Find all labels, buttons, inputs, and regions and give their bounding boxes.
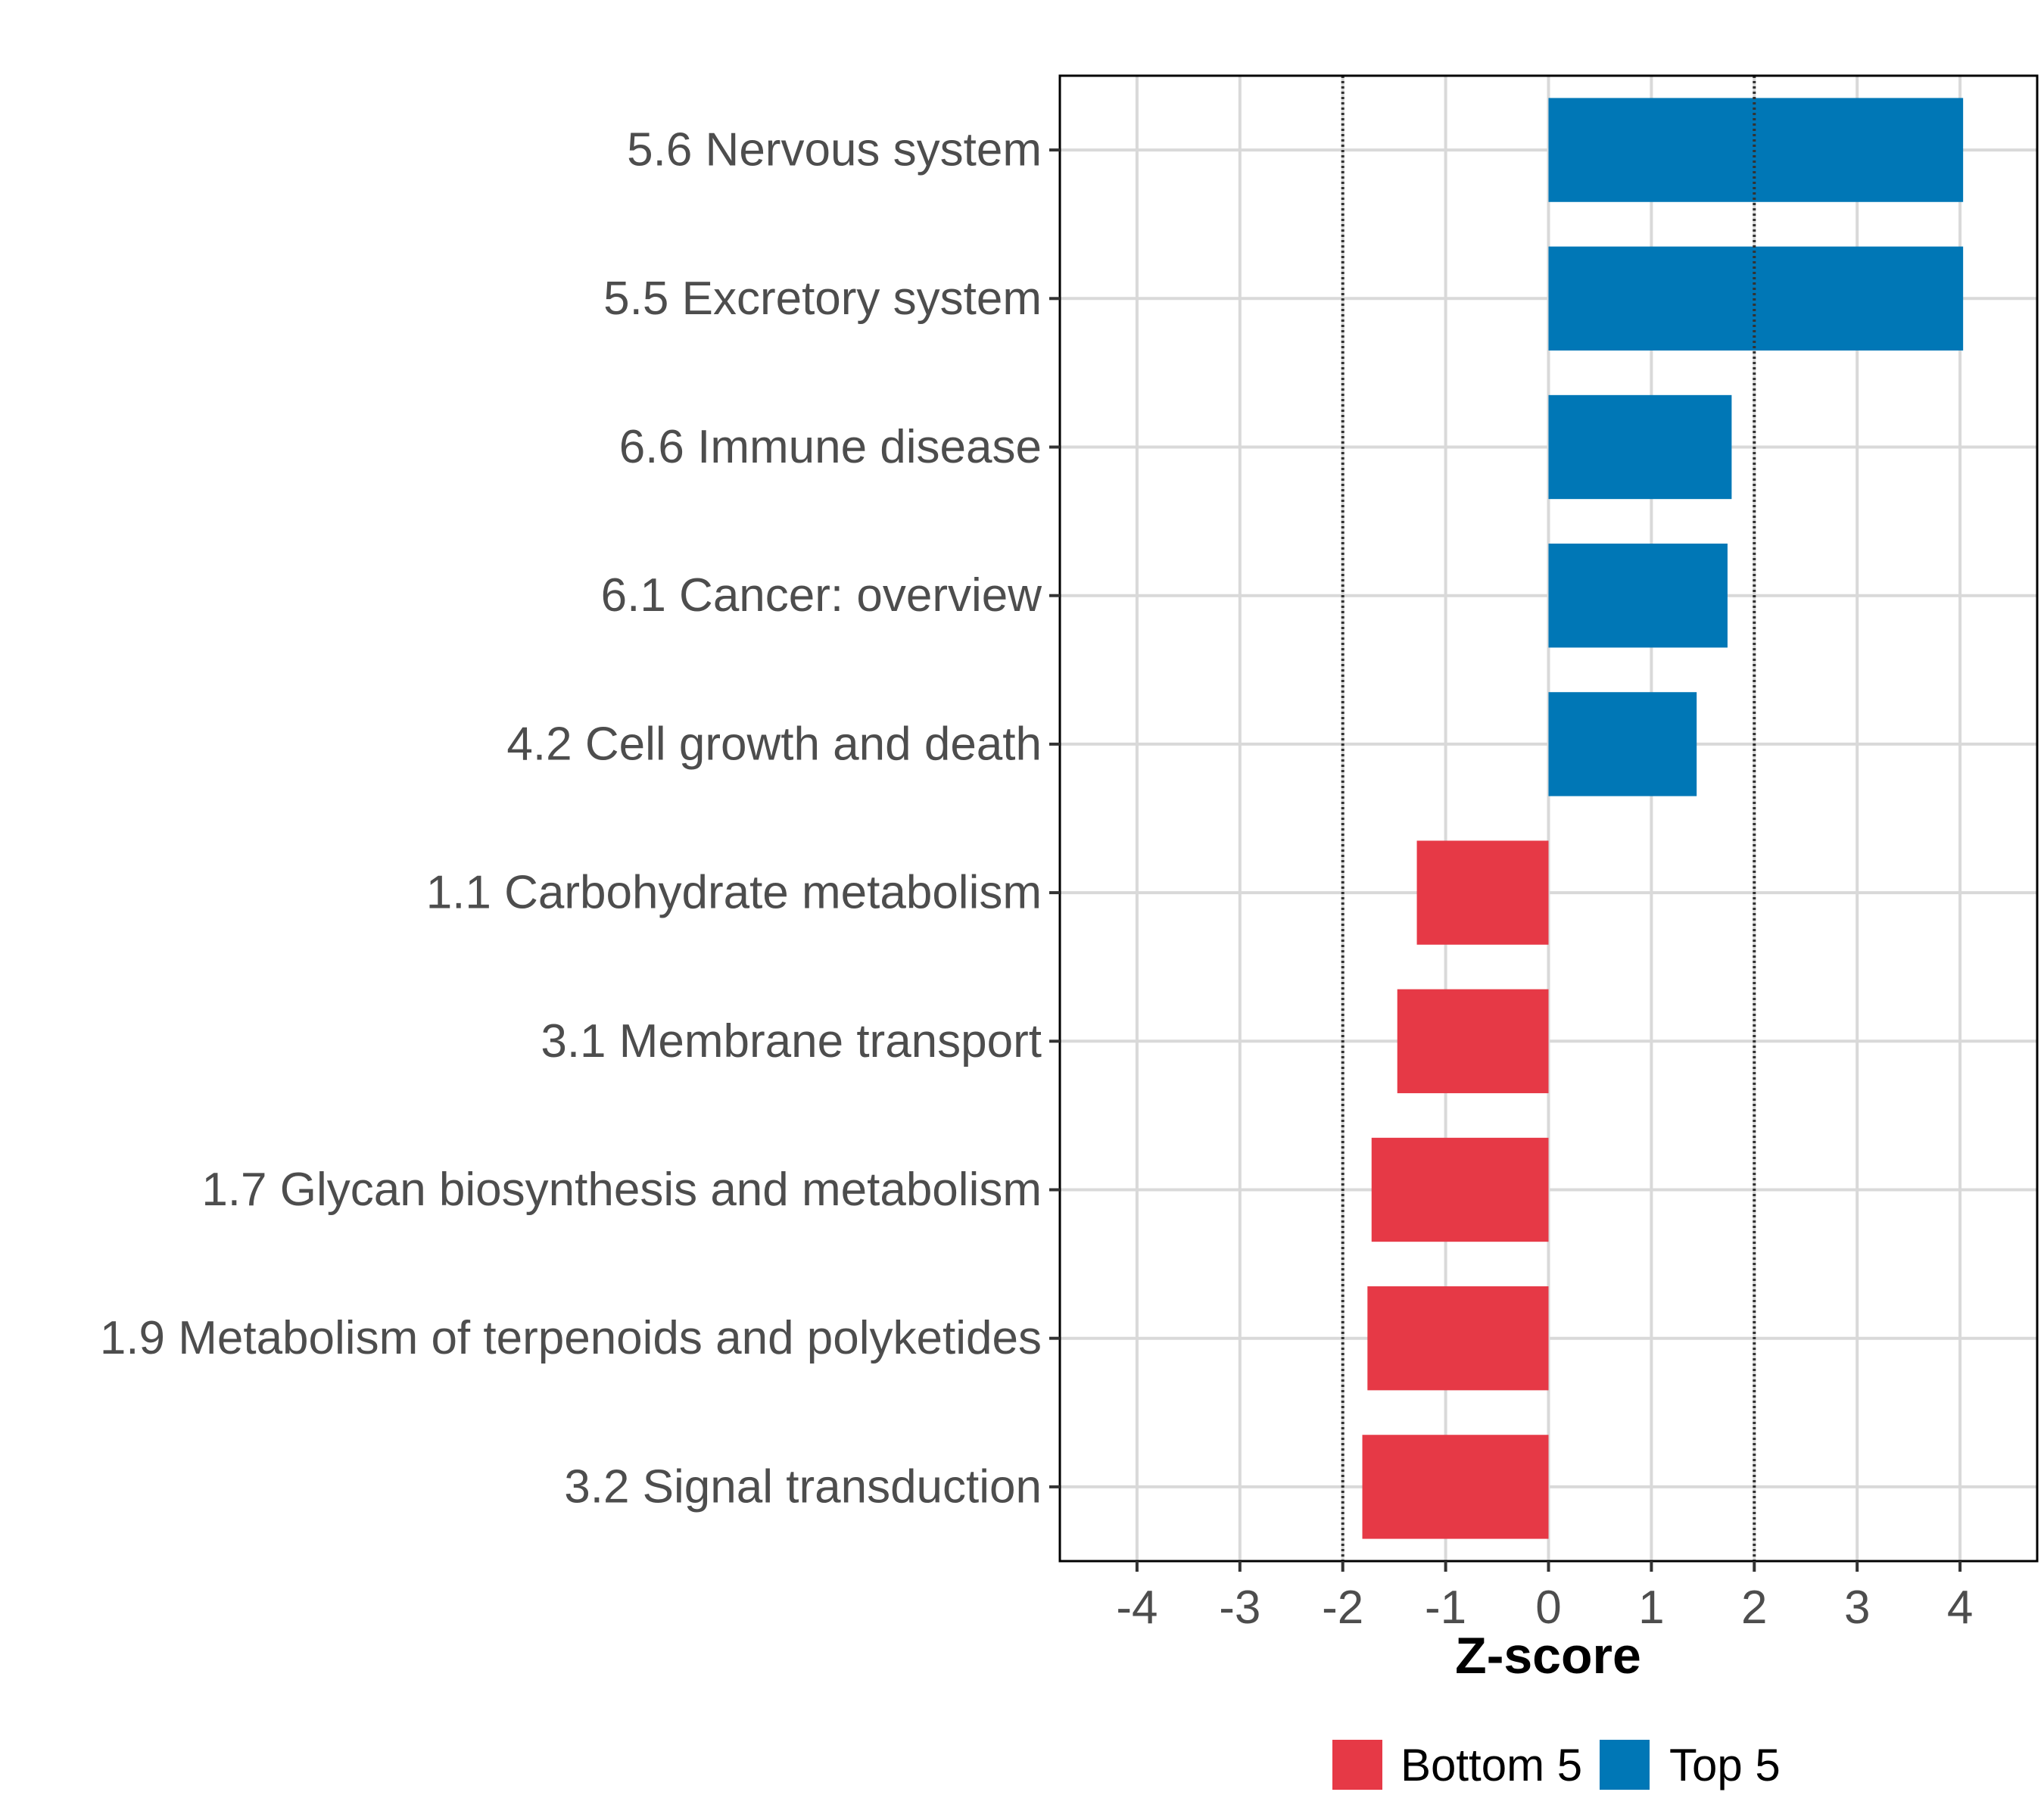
y-tick-label: 1.9 Metabolism of terpenoids and polyket…: [100, 1312, 1042, 1364]
reference-lines: [1341, 76, 1756, 1561]
y-tick-label: 1.1 Carbohydrate metabolism: [426, 867, 1042, 919]
x-axis-ticks: [1135, 1561, 1962, 1572]
y-tick-label: 5.6 Nervous system: [627, 124, 1042, 176]
bar-6-6-immune-disease: [1548, 394, 1732, 500]
x-tick-label: -4: [1116, 1582, 1158, 1634]
bar-1-9-metabolism-of-terpenoids-and-polyketides: [1367, 1286, 1549, 1391]
bar-3-1-membrane-transport: [1397, 989, 1549, 1093]
legend-swatch-bottom-5: [1332, 1740, 1382, 1790]
y-axis-labels: 5.6 Nervous system 5.5 Excretory system 6.…: [100, 124, 1042, 1513]
x-tick-label: 4: [1947, 1582, 1973, 1634]
x-tick-label: 3: [1844, 1582, 1870, 1634]
y-tick-label: 5.5 Excretory system: [603, 273, 1042, 325]
x-tick-label: 2: [1741, 1582, 1767, 1634]
bars: [1362, 98, 1964, 1539]
bar-3-2-signal-transduction: [1362, 1435, 1549, 1539]
y-tick-label: 3.1 Membrane transport: [541, 1015, 1042, 1067]
legend-swatch-top-5: [1600, 1740, 1650, 1790]
x-axis-title: Z-score: [1455, 1627, 1641, 1685]
y-tick-label: 1.7 Glycan biosynthesis and metabolism: [201, 1164, 1042, 1216]
legend: Bottom 5 Top 5: [1332, 1740, 1781, 1791]
x-tick-label: -3: [1219, 1582, 1260, 1634]
x-tick-label: -2: [1322, 1582, 1363, 1634]
x-tick-label: -1: [1425, 1582, 1466, 1634]
bar-5-5-excretory-system: [1548, 246, 1964, 351]
bar-1-1-carbohydrate-metabolism: [1416, 840, 1549, 945]
y-tick-label: 3.2 Signal transduction: [564, 1460, 1042, 1513]
x-tick-label: 0: [1535, 1582, 1561, 1634]
bar-1-7-glycan-biosynthesis-and-metabolism: [1371, 1137, 1549, 1242]
bar-5-6-nervous-system: [1548, 98, 1964, 202]
legend-label-bottom-5: Bottom 5: [1401, 1740, 1582, 1791]
y-axis-ticks: [1049, 148, 1060, 1488]
bar-4-2-cell-growth-and-death: [1548, 692, 1697, 796]
y-tick-label: 4.2 Cell growth and death: [506, 718, 1042, 770]
y-tick-label: 6.1 Cancer: overview: [601, 569, 1042, 622]
x-axis-labels: -4 -3 -2 -1 0 1 2 3 4: [1116, 1582, 1973, 1634]
y-tick-label: 6.6 Immune disease: [619, 421, 1042, 473]
x-tick-label: 1: [1638, 1582, 1664, 1634]
bar-6-1-cancer-overview: [1548, 544, 1728, 648]
legend-label-top-5: Top 5: [1669, 1740, 1781, 1791]
